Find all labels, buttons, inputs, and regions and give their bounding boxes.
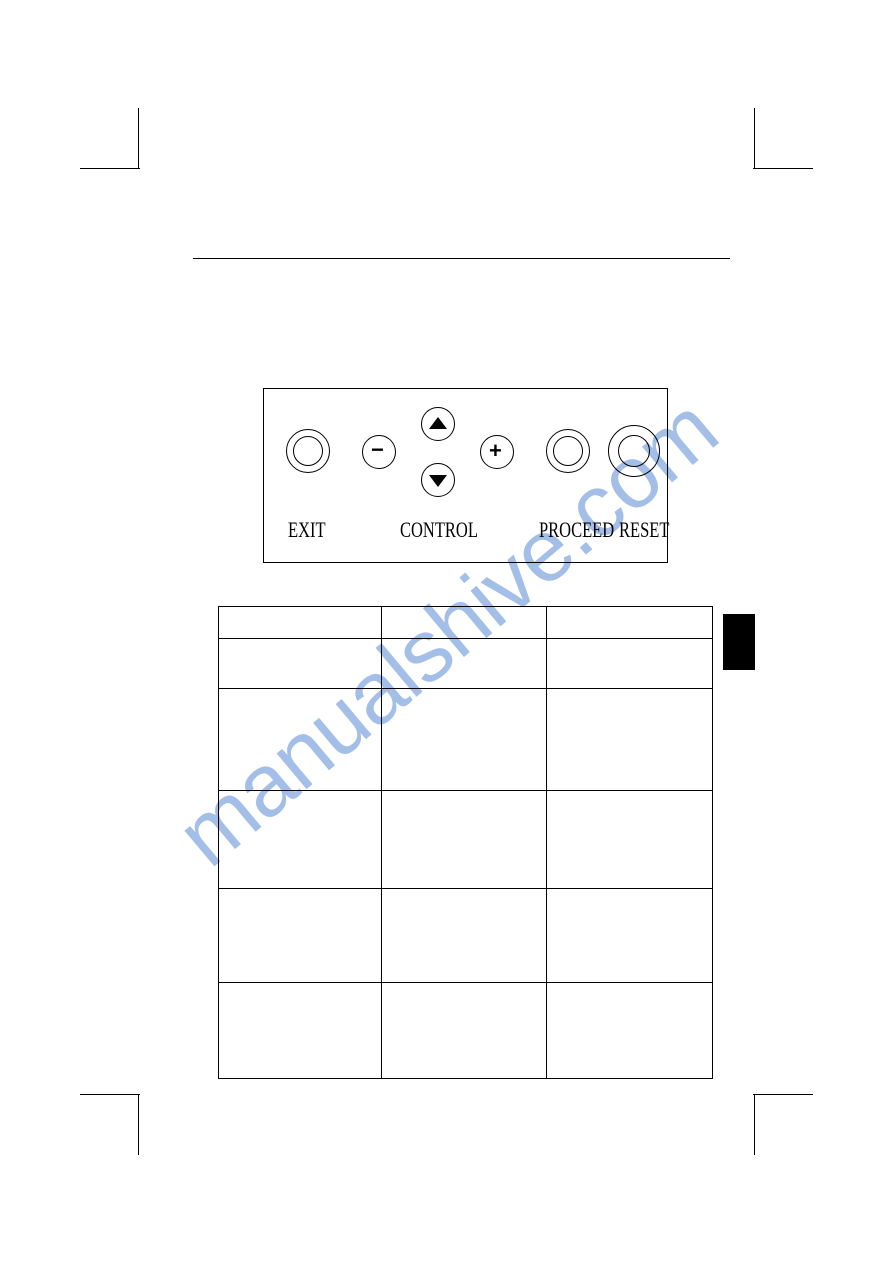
side-tab — [723, 614, 755, 670]
crop-mark — [753, 168, 813, 169]
arrow-up-icon — [429, 417, 447, 429]
table-row — [219, 889, 713, 983]
reset-label: RESET — [619, 517, 669, 543]
divider — [193, 258, 730, 259]
crop-mark — [138, 1095, 139, 1155]
minus-icon: − — [371, 439, 384, 461]
control-panel: − + EXIT CONTROL PROCEED RESET — [263, 388, 668, 563]
data-table — [218, 606, 713, 1079]
crop-mark — [80, 1094, 140, 1095]
table-row — [219, 639, 713, 689]
table-row — [219, 689, 713, 791]
crop-mark — [80, 168, 140, 169]
page-content: − + EXIT CONTROL PROCEED RESET — [138, 168, 755, 1095]
table-row — [219, 607, 713, 639]
control-label: CONTROL — [400, 517, 478, 543]
crop-mark — [754, 108, 755, 168]
exit-button-inner — [293, 436, 323, 466]
proceed-button-inner — [553, 436, 583, 466]
table-row — [219, 983, 713, 1079]
crop-mark — [754, 1095, 755, 1155]
reset-button-inner — [618, 435, 650, 467]
crop-mark — [753, 1094, 813, 1095]
plus-icon: + — [489, 440, 502, 462]
crop-mark — [138, 108, 139, 168]
arrow-down-icon — [429, 475, 447, 487]
proceed-label: PROCEED — [539, 517, 614, 543]
exit-label: EXIT — [288, 517, 326, 543]
table-row — [219, 791, 713, 889]
